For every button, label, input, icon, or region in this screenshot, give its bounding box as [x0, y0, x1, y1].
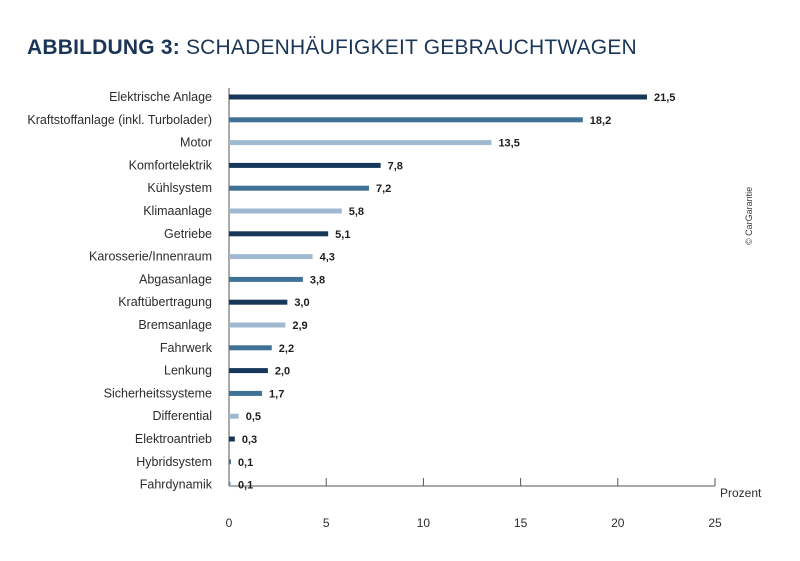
value-label: 5,8 [349, 206, 364, 218]
x-tick-label: 25 [708, 516, 722, 530]
title-rest: SCHADENHÄUFIGKEIT GEBRAUCHTWAGEN [185, 36, 637, 59]
category-label: Kühlsystem [147, 181, 212, 195]
category-label: Komfortelektrik [129, 158, 213, 172]
value-label: 18,2 [590, 115, 611, 127]
value-label: 7,8 [388, 160, 403, 172]
category-label: Karosserie/Innenraum [89, 250, 212, 264]
bar [229, 231, 329, 237]
category-label: Differential [152, 409, 212, 423]
bar [229, 140, 492, 146]
category-label: Abgasanlage [139, 272, 212, 286]
category-label: Bremsanlage [138, 318, 212, 332]
category-label: Hybridsystem [136, 455, 212, 469]
x-axis-unit-label: Prozent [720, 486, 762, 500]
bar [229, 185, 369, 191]
bar [229, 436, 235, 442]
category-label: Fahrwerk [160, 341, 213, 355]
category-label: Kraftübertragung [118, 295, 212, 309]
x-tick-label: 0 [226, 516, 233, 530]
category-label: Motor [180, 136, 212, 150]
category-label: Lenkung [164, 364, 212, 378]
bar [229, 345, 272, 351]
category-label: Elektrische Anlage [109, 90, 212, 104]
bar [229, 299, 288, 305]
value-label: 13,5 [498, 138, 519, 150]
bar [229, 162, 381, 168]
bar [229, 413, 239, 419]
bar [229, 276, 303, 282]
value-label: 1,7 [269, 388, 284, 400]
bar [229, 322, 286, 328]
category-label: Sicherheitssysteme [104, 386, 212, 400]
value-label: 2,2 [279, 343, 294, 355]
bar [229, 368, 268, 374]
category-label: Elektroantrieb [135, 432, 212, 446]
category-label: Fahrdynamik [140, 478, 213, 492]
value-label: 3,8 [310, 274, 325, 286]
value-label: 4,3 [320, 252, 335, 264]
bar [229, 482, 231, 488]
bar [229, 208, 342, 214]
bar [229, 94, 647, 100]
bar [229, 117, 583, 123]
value-label: 2,9 [292, 320, 307, 332]
x-tick-label: 20 [611, 516, 625, 530]
bar [229, 254, 313, 260]
value-label: 21,5 [654, 92, 675, 104]
bar [229, 459, 231, 465]
category-label: Klimaanlage [143, 204, 212, 218]
page-title: ABBILDUNG 3: SCHADENHÄUFIGKEIT GEBRAUCHT… [27, 36, 637, 60]
bar [229, 390, 263, 396]
x-tick-label: 10 [417, 516, 431, 530]
value-label: 2,0 [275, 366, 290, 378]
x-tick-label: 15 [514, 516, 528, 530]
category-label: Kraftstoffanlage (inkl. Turbolader) [27, 113, 212, 127]
x-tick-label: 5 [323, 516, 330, 530]
value-label: 0,1 [238, 480, 253, 492]
value-label: 7,2 [376, 183, 391, 195]
value-label: 0,5 [246, 411, 261, 423]
copyright-note: © CarGarantie [744, 186, 754, 245]
value-label: 0,1 [238, 457, 253, 469]
category-label: Getriebe [164, 227, 212, 241]
value-label: 3,0 [294, 297, 309, 309]
value-label: 0,3 [242, 434, 257, 446]
value-label: 5,1 [335, 229, 350, 241]
title-lead: ABBILDUNG 3: [27, 36, 180, 59]
